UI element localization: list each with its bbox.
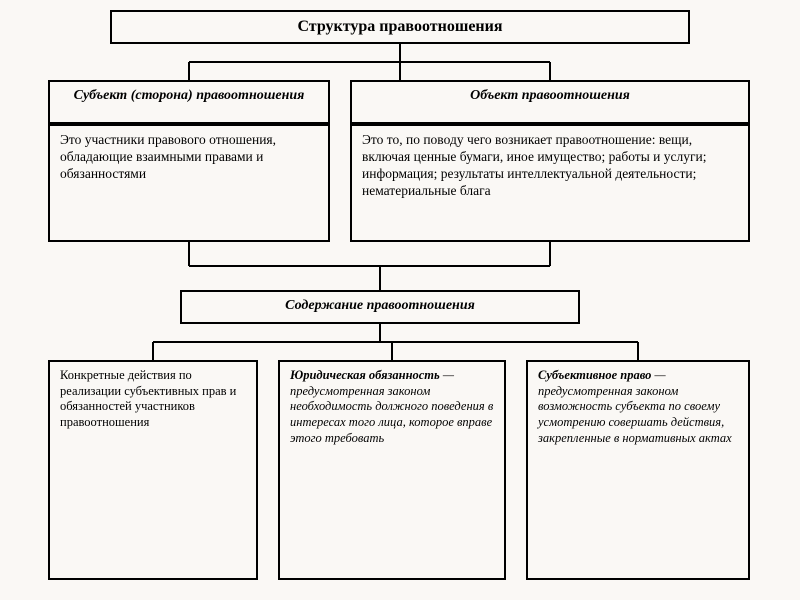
sub-right-prefix: Субъективное право [538, 368, 651, 382]
subject-body-text: Это участники правового отношения, облад… [60, 132, 276, 181]
sub-actions-box: Конкретные действия по реализации субъек… [48, 360, 258, 580]
title-box: Структура правоотношения [110, 10, 690, 44]
object-header-box: Объект правоотношения [350, 80, 750, 124]
subject-body-box: Это участники правового отношения, облад… [48, 124, 330, 242]
object-header-text: Объект правоотношения [470, 88, 630, 103]
title-text: Структура правоотношения [297, 18, 502, 35]
sub-right-box: Субъективное право — предусмотренная зак… [526, 360, 750, 580]
object-body-text: Это то, по поводу чего возникает правоот… [362, 132, 706, 198]
object-body-box: Это то, по поводу чего возникает правоот… [350, 124, 750, 242]
content-header-text: Содержание правоотношения [285, 298, 475, 313]
sub-actions-text: Конкретные действия по реализации субъек… [60, 368, 236, 429]
sub-duty-prefix: Юридическая обязанность [290, 368, 440, 382]
sub-duty-box: Юридическая обязанность — предусмотренна… [278, 360, 506, 580]
content-header-box: Содержание правоотношения [180, 290, 580, 324]
subject-header-text: Субъект (сторона) правоотношения [74, 88, 305, 103]
subject-header-box: Субъект (сторона) правоотношения [48, 80, 330, 124]
